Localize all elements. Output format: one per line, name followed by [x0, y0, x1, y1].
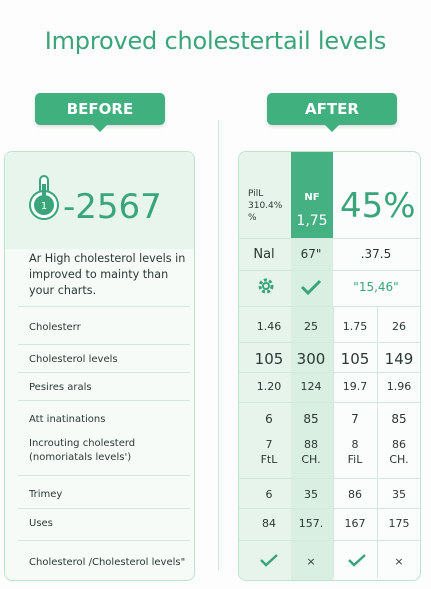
after-tab: AFTER — [267, 93, 397, 132]
after-cell: 167 — [344, 517, 366, 530]
after-cell: 157. — [298, 517, 324, 530]
after-cell: 26 — [392, 320, 406, 333]
after-card — [238, 151, 421, 581]
row-divider — [18, 508, 190, 509]
before-row-label: Uses — [29, 518, 53, 529]
before-row-label: Cholesterol /Cholesterol levels" — [29, 557, 186, 568]
col-divider — [377, 306, 378, 578]
row-divider — [239, 270, 420, 271]
after-cell: 149 — [384, 350, 414, 368]
before-row-label: Cholesterol levels — [29, 354, 118, 365]
after-cell: 35 — [304, 488, 318, 501]
after-cell: 85 — [391, 412, 407, 426]
gear-icon — [258, 278, 274, 294]
after-cell: 6 — [265, 412, 273, 426]
after-cell: 7 — [351, 412, 359, 426]
before-tab-pointer — [92, 124, 108, 132]
row-divider — [239, 342, 420, 343]
nf-label: NF — [304, 192, 320, 203]
after-cell: 84 — [262, 517, 276, 530]
thermometer-icon: 1 — [29, 175, 59, 220]
row-divider — [239, 372, 420, 373]
check-icon — [300, 279, 322, 295]
after-cell: 25 — [304, 320, 318, 333]
row-divider — [18, 540, 190, 541]
after-col-2-header — [291, 152, 333, 238]
after-cell: 1.46 — [256, 320, 282, 333]
before-row-label: Pesires arals — [29, 382, 92, 393]
page-title: Improved cholestertail levels — [44, 27, 387, 55]
after-cell: 86 — [348, 488, 362, 501]
after-cell: 1.20 — [256, 380, 282, 393]
after-cell: 86 CH. — [389, 438, 409, 466]
after-tab-pointer — [324, 124, 340, 132]
nf-value: 1,75 — [296, 213, 328, 229]
after-row2-c1: Nal — [253, 247, 275, 262]
before-label: BEFORE — [66, 100, 134, 118]
after-cell: 35 — [392, 488, 406, 501]
after-cell: 175 — [388, 517, 410, 530]
check-icon — [348, 554, 366, 567]
after-cell: 1.75 — [342, 320, 368, 333]
col-divider — [333, 306, 334, 578]
after-cell: 19.7 — [342, 380, 368, 393]
before-big-value: -2567 — [63, 187, 162, 227]
row-divider — [239, 238, 420, 239]
after-cell: 8 FiL — [347, 438, 363, 466]
before-description: Ar High cholesterol levels in improved t… — [29, 252, 186, 297]
row-divider — [239, 402, 420, 403]
pill-text: PilL 310.4% % — [248, 189, 283, 223]
after-row2-c2: 67" — [300, 247, 322, 261]
after-cell: 300 — [296, 350, 326, 368]
after-cell: 124 — [300, 380, 322, 393]
cross-mark: × — [394, 555, 404, 568]
after-cell: 6 — [265, 488, 273, 501]
row-divider — [18, 344, 190, 345]
after-row2-c3: .37.5 — [360, 247, 392, 261]
before-card — [4, 151, 195, 581]
row-divider — [239, 478, 420, 479]
after-cell: 7 FtL — [260, 438, 278, 466]
row-divider — [18, 400, 190, 401]
before-row-label: Trimey — [29, 489, 63, 500]
row-divider — [18, 306, 190, 307]
row-divider — [239, 540, 420, 541]
check-icon — [260, 554, 278, 567]
after-cell: 105 — [340, 350, 370, 368]
after-cell: 1.96 — [386, 380, 412, 393]
after-percent: 45% — [340, 186, 416, 226]
thermo-digit: 1 — [41, 201, 47, 212]
row-divider — [239, 508, 420, 509]
after-label: AFTER — [305, 100, 359, 118]
before-row-label: Incrouting cholesterd (nomoriatals level… — [29, 438, 136, 463]
cross-mark: × — [306, 555, 316, 568]
row-divider — [18, 372, 190, 373]
before-row-label: Att inatinations — [29, 414, 106, 425]
after-cell: 88 CH. — [301, 438, 321, 466]
before-tab: BEFORE — [35, 93, 165, 132]
center-divider — [218, 120, 219, 570]
row-divider — [18, 475, 190, 476]
after-cell: 105 — [254, 350, 284, 368]
after-row3-text: "15,46" — [353, 280, 399, 294]
before-row-label: Cholesterr — [29, 322, 81, 333]
row-divider — [239, 306, 420, 307]
after-cell: 85 — [303, 412, 319, 426]
